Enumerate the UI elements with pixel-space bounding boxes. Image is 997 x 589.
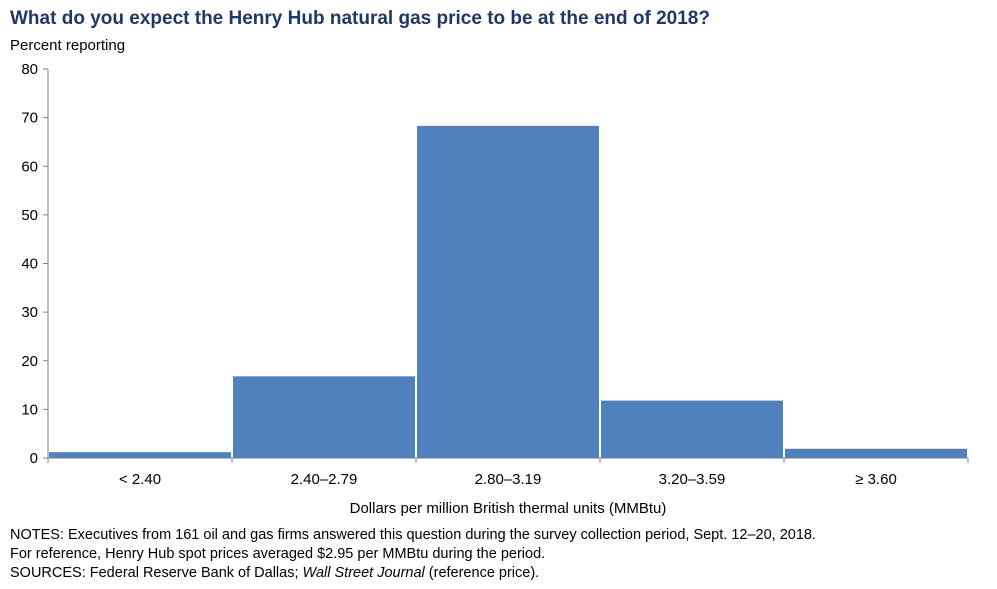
y-tick-label: 10 [21, 401, 38, 418]
y-tick-label: 50 [21, 207, 38, 224]
histogram-chart: 0 10 20 30 40 50 60 70 80 < 2.40 2.40–2.79 2.80–3.… [21, 61, 969, 517]
y-tick-label: 60 [21, 158, 38, 175]
x-tick-label: < 2.40 [119, 471, 161, 488]
sources-italic: Wall Street Journal [302, 565, 425, 581]
sources-suffix: (reference price). [424, 565, 540, 581]
bar [601, 400, 783, 458]
bars-group [49, 125, 967, 459]
y-tick-label: 80 [21, 61, 38, 78]
x-tick-label: 3.20–3.59 [659, 471, 726, 488]
y-tick-label: 0 [30, 450, 38, 467]
notes-line: For reference, Henry Hub spot prices ave… [10, 546, 546, 562]
notes-block: NOTES: Executives from 161 oil and gas f… [10, 526, 816, 583]
y-tick-label: 70 [21, 110, 38, 127]
bar [49, 452, 231, 458]
y-tick-label: 20 [21, 353, 38, 370]
x-axis-title: Dollars per million British thermal unit… [350, 500, 667, 517]
y-tick-label: 40 [21, 256, 38, 273]
sources-line: SOURCES: Federal Reserve Bank of Dallas;… [10, 564, 816, 583]
y-axis: 0 10 20 30 40 50 60 70 80 [21, 61, 48, 467]
y-axis-unit-label: Percent reporting [10, 37, 126, 54]
sources-prefix: SOURCES: Federal Reserve Bank of Dallas; [10, 565, 303, 581]
x-axis: < 2.40 2.40–2.79 2.80–3.19 3.20–3.59 ≥ 3.60 [47, 458, 969, 488]
bar [233, 376, 415, 458]
bar [417, 125, 599, 459]
bar [785, 448, 967, 458]
x-tick-label: ≥ 3.60 [855, 471, 897, 488]
axes [47, 69, 968, 459]
chart-title: What do you expect the Henry Hub natural… [10, 8, 710, 29]
x-tick-label: 2.40–2.79 [291, 471, 358, 488]
notes-line: NOTES: Executives from 161 oil and gas f… [10, 527, 816, 543]
y-tick-label: 30 [21, 304, 38, 321]
x-tick-label: 2.80–3.19 [475, 471, 542, 488]
